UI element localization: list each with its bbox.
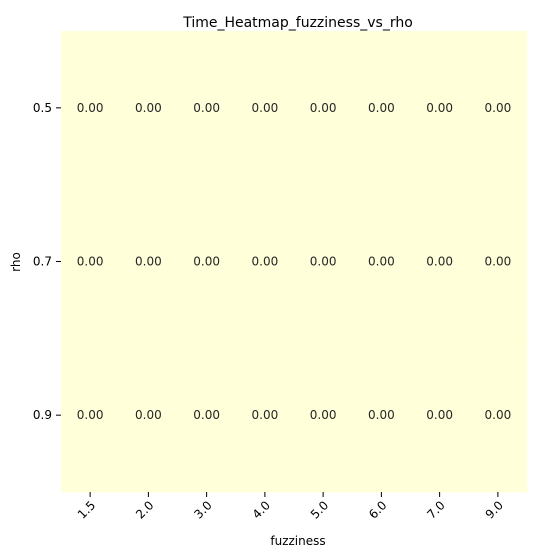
heatmap-cell xyxy=(119,184,178,339)
heatmap-cell-value: 0.00 xyxy=(252,255,279,269)
heatmap-cell-value: 0.00 xyxy=(252,101,279,115)
heatmap-cell xyxy=(235,184,295,339)
x-tick-label: 2.0 xyxy=(133,498,156,521)
heatmap-cell-value: 0.00 xyxy=(310,101,337,115)
heatmap-cell xyxy=(177,184,237,339)
heatmap-cell xyxy=(235,338,295,493)
heatmap-cell-value: 0.00 xyxy=(252,408,279,422)
heatmap-cell-value: 0.00 xyxy=(310,255,337,269)
heatmap-cell xyxy=(468,338,528,493)
heatmap-cell-value: 0.00 xyxy=(368,101,395,115)
heatmap-cell xyxy=(468,184,528,339)
heatmap-cell-value: 0.00 xyxy=(77,408,104,422)
heatmap-cell-value: 0.00 xyxy=(193,408,220,422)
heatmap-cell-value: 0.00 xyxy=(77,101,104,115)
heatmap-cell xyxy=(177,31,237,186)
heatmap-cell xyxy=(410,31,470,186)
chart-title: Time_Heatmap_fuzziness_vs_rho xyxy=(182,15,413,31)
heatmap-cell-labels: 0.00 0.00 0.00 0.00 0.00 0.00 0.00 0.00 0.00 0.00… xyxy=(77,101,511,422)
heatmap-cell-value: 0.00 xyxy=(135,255,162,269)
heatmap-cell xyxy=(61,338,120,493)
y-axis-label: rho xyxy=(9,252,23,272)
heatmap-cell-value: 0.00 xyxy=(135,408,162,422)
heatmap-cell xyxy=(177,338,237,493)
y-tick-label: 0.7 xyxy=(33,255,52,269)
heatmap-cell-value: 0.00 xyxy=(310,408,337,422)
y-tick-label: 0.9 xyxy=(33,408,52,422)
heatmap-cell xyxy=(61,184,120,339)
heatmap-cell-value: 0.00 xyxy=(426,408,453,422)
x-tick-label: 9.0 xyxy=(483,498,506,521)
heatmap-cell xyxy=(294,31,353,186)
y-tick-label: 0.5 xyxy=(33,101,52,115)
heatmap-cell-value: 0.00 xyxy=(193,101,220,115)
heatmap-cell xyxy=(235,31,295,186)
x-tick-label: 5.0 xyxy=(308,498,331,521)
heatmap-cell xyxy=(119,31,178,186)
heatmap-cell xyxy=(294,184,353,339)
heatmap-cell xyxy=(352,184,411,339)
heatmap-cell xyxy=(119,338,178,493)
x-axis-ticks: 1.5 2.0 3.0 4.0 5.0 6.0 7.0 9.0 xyxy=(75,492,506,522)
x-tick-label: 6.0 xyxy=(366,498,389,521)
x-tick-label: 1.5 xyxy=(75,498,98,521)
heatmap-cell-value: 0.00 xyxy=(485,255,512,269)
y-axis-ticks: 0.5 0.7 0.9 xyxy=(33,101,61,422)
heatmap-cell xyxy=(410,184,470,339)
heatmap-cell-value: 0.00 xyxy=(135,101,162,115)
heatmap-cell xyxy=(294,338,353,493)
x-tick-label: 7.0 xyxy=(424,498,447,521)
heatmap-cell xyxy=(61,31,120,186)
heatmap-cell-value: 0.00 xyxy=(368,408,395,422)
x-tick-label: 3.0 xyxy=(191,498,214,521)
heatmap-cell-value: 0.00 xyxy=(193,255,220,269)
x-axis-label: fuzziness xyxy=(270,534,325,548)
heatmap-cell-value: 0.00 xyxy=(77,255,104,269)
heatmap-cell-value: 0.00 xyxy=(426,255,453,269)
heatmap-cell-value: 0.00 xyxy=(426,101,453,115)
heatmap-cell-value: 0.00 xyxy=(485,101,512,115)
heatmap-cells xyxy=(61,31,528,493)
heatmap-cell xyxy=(352,338,411,493)
heatmap-cell-value: 0.00 xyxy=(485,408,512,422)
heatmap-cell xyxy=(410,338,470,493)
heatmap-cell-value: 0.00 xyxy=(368,255,395,269)
x-tick-label: 4.0 xyxy=(250,498,273,521)
heatmap-cell xyxy=(352,31,411,186)
heatmap-cell xyxy=(468,31,528,186)
